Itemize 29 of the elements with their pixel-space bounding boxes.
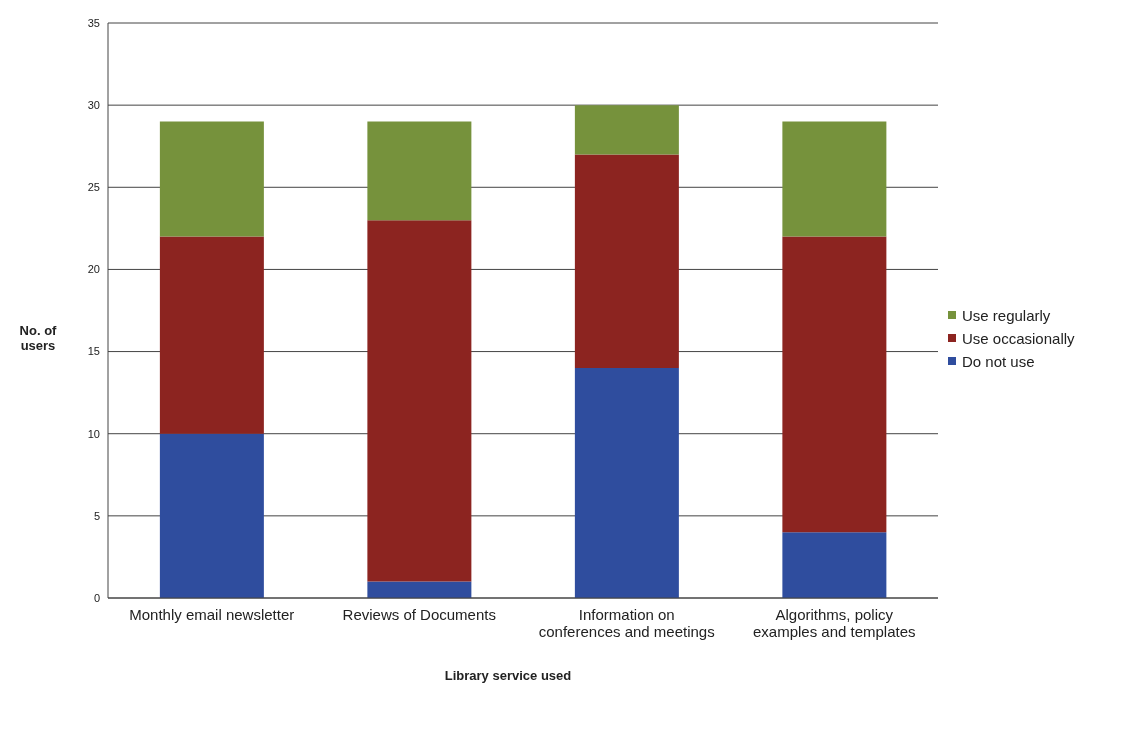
bar (782, 236, 887, 533)
y-tick-label: 10 (87, 427, 100, 440)
bar (367, 220, 472, 582)
bar (782, 121, 887, 237)
y-axis-title: No. of users (18, 323, 58, 353)
legend-label: Do not use (962, 352, 1035, 370)
y-tick-label: 35 (87, 16, 100, 29)
bar (367, 581, 472, 598)
bar (574, 368, 679, 598)
x-axis-title: Library service used (443, 668, 573, 683)
legend-label: Use occasionally (962, 329, 1075, 347)
x-tick-label: Reviews of Documents (342, 606, 496, 623)
x-tick-label: Monthly email newsletter (129, 606, 295, 623)
bar (782, 532, 887, 598)
legend-label: Use regularly (962, 306, 1051, 324)
y-tick-label: 0 (93, 591, 100, 604)
bar (367, 121, 472, 221)
bar (159, 433, 264, 598)
x-tick-label: Information on conferences and meetings (538, 606, 715, 640)
x-tick-label: Algorithms, policy examples and templates (752, 606, 916, 640)
y-tick-label: 5 (93, 509, 100, 522)
y-tick-label: 20 (87, 263, 100, 276)
y-tick-label: 25 (87, 181, 100, 194)
bar (159, 236, 264, 434)
y-tick-label: 15 (87, 345, 100, 358)
bar (574, 154, 679, 368)
y-tick-label: 30 (87, 99, 100, 112)
bar (574, 105, 679, 155)
bar (159, 121, 264, 237)
